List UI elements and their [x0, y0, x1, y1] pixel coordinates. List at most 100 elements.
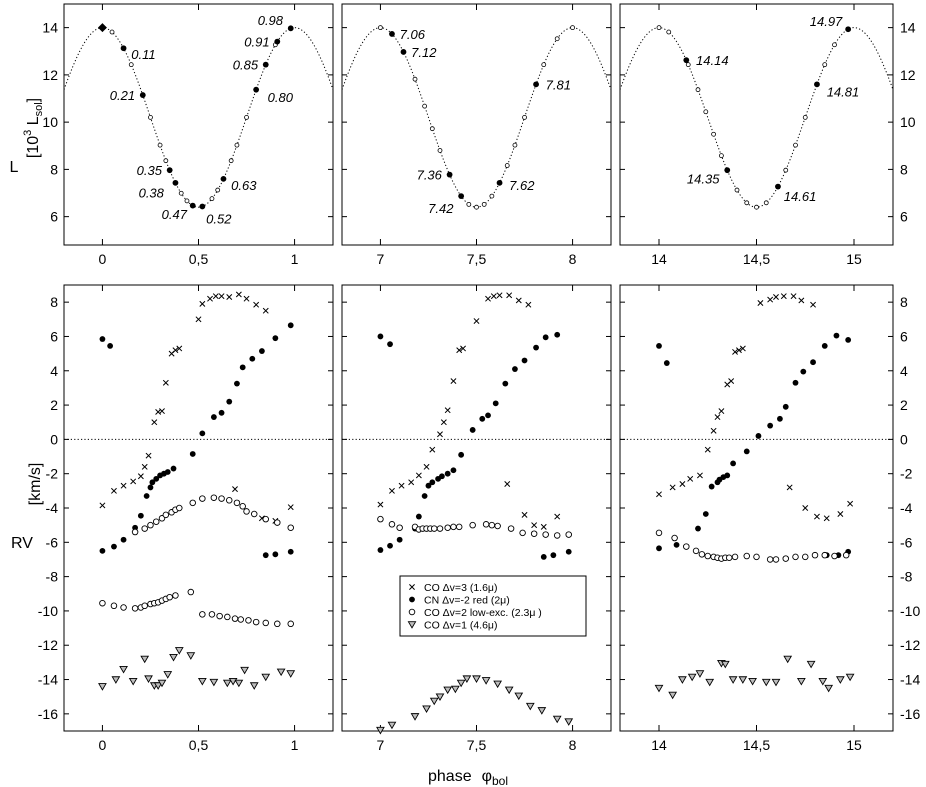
cn-point	[540, 553, 547, 560]
co-dv3-point	[813, 513, 820, 520]
cn-point	[656, 545, 662, 552]
light-curve-point	[504, 163, 510, 168]
light-curve-point	[744, 200, 750, 206]
cn-point	[702, 511, 709, 517]
co-dv1-point	[806, 660, 816, 669]
co-lowexc-point	[274, 620, 281, 628]
cn-point	[220, 175, 227, 182]
co-dv3-point	[377, 501, 384, 508]
co-dv3-point	[137, 473, 144, 480]
cn-point	[147, 484, 154, 491]
x-label-symbol: φ	[482, 768, 492, 785]
light-curve-point	[244, 115, 249, 120]
co-dv3-point	[810, 301, 817, 308]
x-tick-label: 14,5	[743, 251, 770, 267]
co-dv3-point	[525, 301, 532, 308]
co-lowexc-point	[821, 551, 829, 559]
cn-point	[387, 341, 393, 348]
series-open-circle	[99, 494, 850, 628]
rv-y-tick-label: -4	[46, 500, 59, 516]
cn-point	[199, 203, 206, 210]
co-lowexc-point	[131, 605, 139, 612]
light-curve-point	[734, 187, 740, 193]
x-label-subscript: bol	[492, 774, 508, 787]
phase-label: 0.21	[110, 88, 135, 103]
co-lowexc-point	[842, 551, 850, 559]
phase-label: 0.11	[131, 47, 155, 62]
co-dv1-point	[687, 673, 697, 682]
cn-point	[521, 357, 528, 364]
phase-label: 14.35	[687, 171, 720, 186]
co-lowexc-point	[162, 511, 170, 519]
co-dv1-point	[504, 686, 514, 695]
co-lowexc-point	[565, 531, 572, 538]
co-dv3-point	[207, 295, 213, 302]
cn-point	[663, 360, 670, 366]
light-curve-point	[802, 115, 808, 120]
co-lowexc-point	[553, 532, 561, 539]
co-dv3-point	[444, 407, 451, 414]
co-dv1-point	[728, 676, 738, 684]
co-dv3-point	[429, 446, 436, 453]
co-dv1-point	[748, 678, 757, 686]
co-lowexc-point	[172, 592, 179, 599]
cn-point	[149, 479, 156, 486]
panel-2: 7 7 7,5 7,5 8 8	[341, 3, 612, 753]
co-dv1-point	[234, 679, 244, 688]
co-dv1-point	[564, 718, 574, 726]
co-dv3-point	[739, 345, 746, 352]
cn-point	[262, 61, 269, 68]
light-curve-labels: 0.000.110.210.350.380.470.520.630.800.85…	[97, 13, 859, 226]
co-dv1-point	[111, 676, 121, 684]
cn-point	[189, 451, 196, 457]
co-dv3-point	[287, 504, 294, 511]
phase-label: 0.80	[268, 90, 294, 105]
light-curve-point	[466, 201, 472, 207]
co-lowexc-point	[199, 611, 206, 618]
co-lowexc-point	[753, 553, 760, 561]
axis-titles: L [103 Lsol] RV [km/s] phase φbol	[10, 98, 508, 787]
co-lowexc-point	[671, 534, 678, 542]
light-curve-point	[783, 167, 789, 173]
rv-y-tick-label: 8	[50, 294, 58, 310]
co-dv3-point	[710, 427, 717, 434]
light-curve	[619, 27, 894, 208]
co-dv3-point	[159, 408, 165, 415]
co-dv3-point	[437, 431, 443, 438]
co-dv3-point	[389, 487, 395, 494]
co-dv1-point	[153, 682, 163, 690]
co-lowexc-point	[444, 524, 451, 531]
co-dv3-point	[531, 522, 538, 529]
rv-y-tick-label: -14	[900, 672, 920, 688]
co-lowexc-point	[187, 588, 195, 596]
co-dv3-point	[235, 291, 242, 298]
light-curve-point	[793, 142, 798, 148]
legend-label: CO Δv=2 low-exc. (2.3μ )	[424, 607, 542, 619]
cn-point	[189, 202, 196, 209]
co-lowexc-point	[287, 620, 294, 628]
co-dv1-point	[824, 684, 834, 693]
co-lowexc-point	[274, 519, 281, 526]
cn-point	[218, 409, 225, 416]
light-curve-point	[437, 148, 443, 153]
cn-point	[377, 333, 384, 340]
co-dv3-point	[714, 414, 721, 421]
legend: CO Δv=3 (1.6μ)CN Δv=-2 red (2μ)CO Δv=2 l…	[399, 575, 587, 637]
cn-point	[777, 415, 783, 422]
light-curve-point	[512, 142, 518, 148]
phase-label: 7.62	[509, 178, 535, 193]
cn-point	[272, 551, 279, 558]
lum-y-tick-label: 10	[900, 114, 916, 130]
light-curve-point	[554, 36, 560, 42]
cn-point	[389, 31, 395, 37]
co-lowexc-point	[377, 515, 384, 523]
co-lowexc-point	[218, 495, 225, 502]
cn-point	[724, 167, 731, 174]
light-curve-point	[695, 87, 701, 93]
co-dv1-point	[552, 715, 562, 724]
x-tick-label: 0,5	[189, 251, 209, 267]
co-dv3-point	[847, 500, 854, 507]
cn-point	[656, 342, 662, 349]
co-dv3-point	[554, 513, 561, 520]
